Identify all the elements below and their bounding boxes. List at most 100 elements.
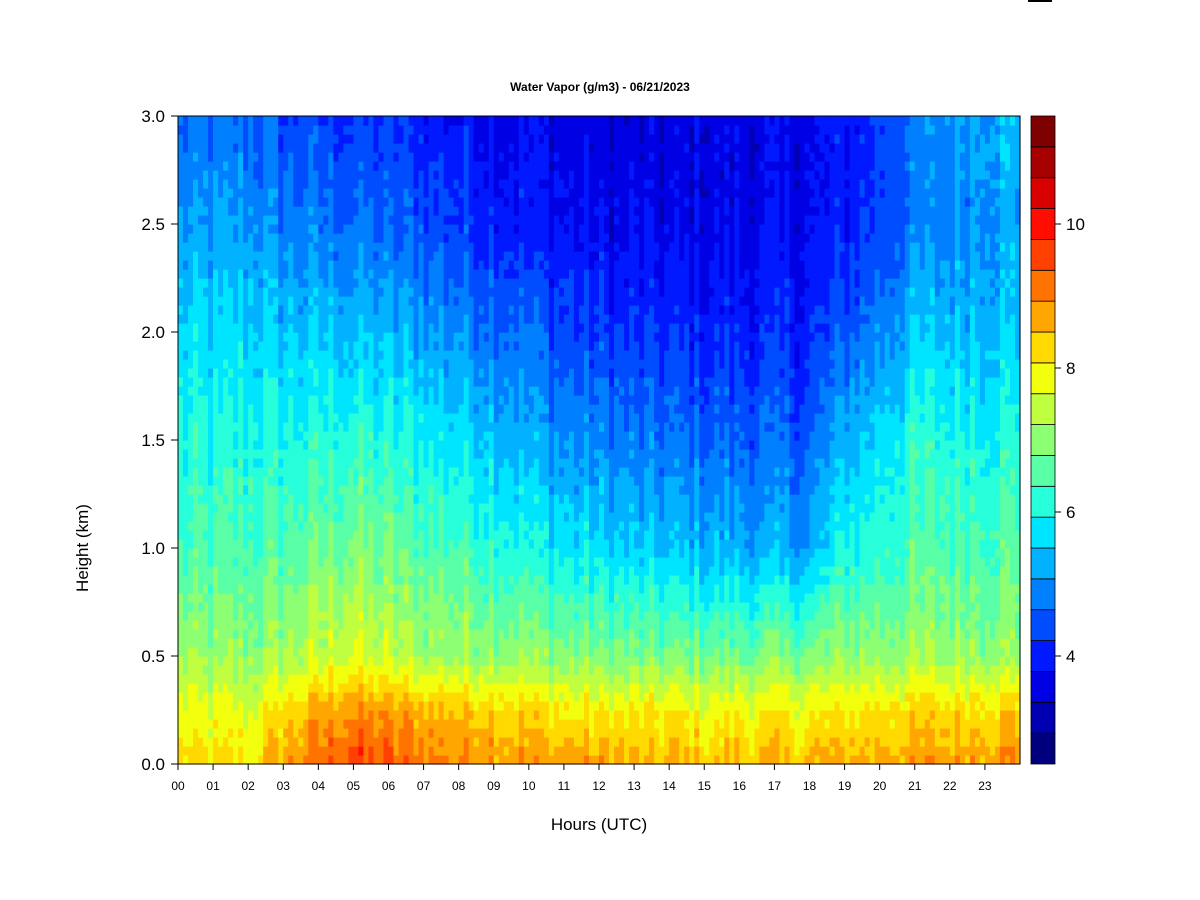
heatmap-cell xyxy=(288,260,294,270)
heatmap-cell xyxy=(498,332,505,342)
heatmap-cell xyxy=(273,485,279,495)
heatmap-cell xyxy=(248,584,254,594)
heatmap-cell xyxy=(218,116,224,126)
heatmap-cell xyxy=(328,755,334,765)
heatmap-cell xyxy=(403,467,410,477)
heatmap-cell xyxy=(493,341,500,351)
heatmap-cell xyxy=(333,305,339,315)
heatmap-cell xyxy=(413,413,420,423)
heatmap-cell xyxy=(448,170,455,180)
heatmap-cell xyxy=(268,440,274,450)
heatmap-cell xyxy=(378,620,385,630)
heatmap-cell xyxy=(503,251,510,261)
heatmap-cell xyxy=(373,458,380,468)
heatmap-cell xyxy=(348,620,355,630)
heatmap-cell xyxy=(433,530,440,540)
heatmap-cell xyxy=(253,422,259,432)
heatmap-cell xyxy=(253,251,259,261)
heatmap-cell xyxy=(493,710,500,720)
heatmap-cell xyxy=(243,134,249,144)
heatmap-cell xyxy=(298,431,304,441)
heatmap-cell xyxy=(338,755,344,765)
heatmap-cell xyxy=(218,179,224,189)
heatmap-cell xyxy=(203,638,209,648)
heatmap-cell xyxy=(428,134,435,144)
heatmap-cell xyxy=(228,377,234,387)
heatmap-cell xyxy=(408,584,415,594)
heatmap-cell xyxy=(323,719,329,729)
heatmap-cell xyxy=(178,251,184,261)
heatmap-cell xyxy=(518,350,525,360)
heatmap-cell xyxy=(478,161,485,171)
heatmap-cell xyxy=(213,575,219,585)
heatmap-cell xyxy=(453,692,460,702)
heatmap-cell xyxy=(198,458,204,468)
heatmap-cell xyxy=(358,665,365,675)
heatmap-cell xyxy=(378,683,385,693)
heatmap-cell xyxy=(393,323,400,333)
heatmap-cell xyxy=(468,305,475,315)
heatmap-cell xyxy=(513,575,520,585)
heatmap-cell xyxy=(253,575,259,585)
heatmap-cell xyxy=(178,269,184,279)
heatmap-cell xyxy=(458,494,465,504)
heatmap-cell xyxy=(438,116,445,126)
heatmap-cell xyxy=(178,422,184,432)
heatmap-cell xyxy=(183,593,189,603)
heatmap-cell xyxy=(478,593,485,603)
heatmap-cell xyxy=(258,422,264,432)
heatmap-cell xyxy=(488,377,495,387)
heatmap-cell xyxy=(488,683,495,693)
heatmap-cell xyxy=(348,242,355,252)
heatmap-cell xyxy=(188,332,194,342)
heatmap-cell xyxy=(353,296,360,306)
heatmap-cell xyxy=(378,242,385,252)
heatmap-cell xyxy=(358,287,365,297)
heatmap-cell xyxy=(218,521,224,531)
heatmap-cell xyxy=(488,638,495,648)
heatmap-cell xyxy=(458,395,465,405)
heatmap-cell xyxy=(503,152,510,162)
heatmap-cell xyxy=(198,260,204,270)
heatmap-cell xyxy=(198,566,204,576)
heatmap-cell xyxy=(333,548,339,558)
heatmap-cell xyxy=(513,341,520,351)
heatmap-cell xyxy=(348,476,355,486)
heatmap-cell xyxy=(208,584,214,594)
heatmap-cell xyxy=(218,161,224,171)
heatmap-cell xyxy=(413,521,420,531)
heatmap-cell xyxy=(503,368,510,378)
heatmap-cell xyxy=(208,242,214,252)
heatmap-cell xyxy=(388,386,395,396)
heatmap-cell xyxy=(198,449,204,459)
heatmap-cell xyxy=(368,143,375,153)
heatmap-cell xyxy=(483,548,490,558)
heatmap-cell xyxy=(333,512,339,522)
heatmap-cell xyxy=(438,503,445,513)
heatmap-cell xyxy=(508,404,515,414)
heatmap-cell xyxy=(423,341,430,351)
heatmap-cell xyxy=(208,755,214,765)
heatmap-cell xyxy=(468,530,475,540)
heatmap-cell xyxy=(368,242,375,252)
heatmap-cell xyxy=(293,593,299,603)
heatmap-cell xyxy=(493,593,500,603)
heatmap-cell xyxy=(303,143,309,153)
heatmap-cell xyxy=(513,728,520,738)
heatmap-cell xyxy=(408,377,415,387)
heatmap-cell xyxy=(443,287,450,297)
heatmap-cell xyxy=(188,683,194,693)
heatmap-cell xyxy=(243,611,249,621)
heatmap-cell xyxy=(393,548,400,558)
heatmap-cell xyxy=(338,737,344,747)
heatmap-cell xyxy=(258,620,264,630)
heatmap-cell xyxy=(443,341,450,351)
heatmap-cell xyxy=(223,647,229,657)
heatmap-cell xyxy=(468,413,475,423)
heatmap-cell xyxy=(378,629,385,639)
heatmap-cell xyxy=(398,674,405,684)
heatmap-cell xyxy=(478,665,485,675)
heatmap-cell xyxy=(238,494,244,504)
heatmap-cell xyxy=(463,485,470,495)
heatmap-cell xyxy=(253,539,259,549)
